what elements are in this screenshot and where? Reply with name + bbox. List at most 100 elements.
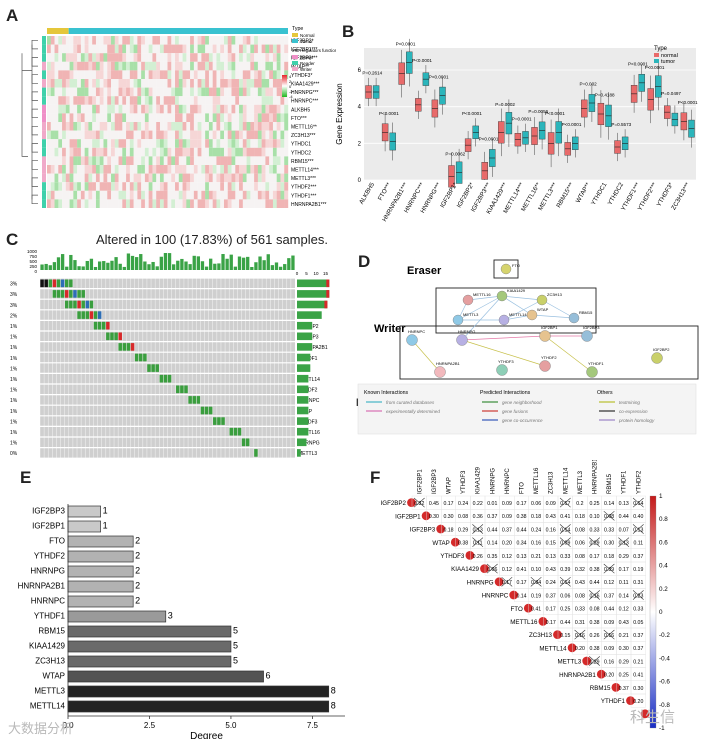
heatmap-cell [257,156,262,165]
col-gene-label: HNRNPG [490,468,496,494]
heatmap-cell [250,96,255,105]
heatmap-cell [265,96,270,105]
edges [411,295,593,373]
function-cell [42,173,46,183]
heatmap-cell [186,165,191,174]
heatmap-cell [257,139,262,148]
heatmap-cell [178,79,183,88]
mutation-cell [97,311,102,319]
p-value-label: P<0.0001 [645,65,665,70]
heatmap-cell [190,79,195,88]
heatmap-cell [205,165,210,174]
heatmap-cell [54,173,59,183]
heatmap-cell [193,147,198,157]
heatmap-cell [171,87,176,97]
heatmap-cell [269,79,274,88]
heatmap-cell [137,156,142,165]
diag-dot [421,511,431,521]
heatmap-cell [223,147,228,157]
heatmap-cell [171,173,176,183]
heatmap-cell [242,165,247,174]
heatmap-cell [58,165,63,174]
top-bar [97,261,102,270]
heatmap-cell [235,139,240,148]
heatmap-cell [65,147,70,157]
heatmap-cell [280,156,285,165]
heatmap-cell [126,173,131,183]
network-node-reader [539,330,551,342]
heatmap-cell [129,61,134,71]
heatmap-cell [205,130,210,140]
heatmap-cell [103,199,108,208]
heatmap-cell [216,61,221,71]
heatmap-cell [141,113,146,122]
heatmap-cell [178,182,183,191]
heatmap-cell [246,104,251,114]
heatmap-cell [205,79,210,88]
heatmap-cell [163,156,168,165]
row-gene-label: ALKBH5 [291,107,310,113]
heatmap-cell [62,61,67,71]
heatmap-cell [69,130,74,140]
heatmap-cell [92,79,97,88]
heatmap-cell [148,53,153,62]
function-cell [42,190,46,200]
top-bar [118,263,122,270]
heatmap-cell [122,87,127,97]
heatmap-cell [197,70,202,79]
heatmap-cell [99,156,104,165]
legend-known-title: Known Interactions [364,390,409,396]
top-bar [163,253,168,270]
side-bar [297,311,322,319]
heatmap-cell [103,96,108,105]
mutation-cell [139,353,143,362]
mutation-pct: 1% [10,419,18,425]
colorbar-tick: 0 [659,609,663,616]
heatmap-cell [54,122,59,131]
legend-other-title: Others [597,390,613,396]
heatmap-cell [269,199,274,208]
heatmap-cell [223,87,228,97]
row-gene-label: YTHDF1*** [291,193,316,199]
heatmap-cell [171,130,176,140]
heatmap-cell [58,96,63,105]
corr-value: 0.17 [502,580,512,586]
heatmap-cell [246,139,251,148]
heatmap-cell [107,199,112,208]
heatmap-cell [280,104,285,114]
heatmap-cell [254,190,259,200]
edge [541,299,575,319]
heatmap-cell [272,113,277,122]
col-gene-label: METTL16 [534,467,540,494]
heatmap-cell [47,44,51,54]
heatmap-cell [111,139,115,148]
panel-f: F IGF2BP1 IGF2BP3 WTAP YTHDF3 KIAA1429 HNRNPG… [360,458,705,739]
heatmap-cell [220,61,225,71]
heatmap-cell [126,147,131,157]
heatmap-cell [171,139,176,148]
heatmap-cell [265,79,270,88]
row-gene-label: IGF2BP1*** [291,47,317,53]
top-bar [60,254,65,270]
heatmap-cell [47,130,51,140]
heatmap-cell [276,156,281,165]
edge [531,314,575,319]
edge [501,295,533,316]
heatmap-cell [122,61,127,71]
heatmap-cell [182,79,187,88]
network-node-reader [586,366,598,378]
heatmap-cell [197,156,202,165]
heatmap-cell [133,173,138,183]
heatmap-cell [47,104,51,114]
heatmap-cell [265,147,270,157]
p-value-label: P=0.0062 [445,151,465,156]
heatmap-cell [231,113,236,122]
heatmap-cell [50,104,55,114]
heatmap-cell [167,79,172,88]
heatmap-cell [107,182,112,191]
heatmap-cell [190,147,195,157]
mutation-pct: 1% [10,388,18,394]
heatmap-cell [212,36,217,45]
heatmap-cell [129,36,134,45]
heatmap-cell [216,87,221,97]
